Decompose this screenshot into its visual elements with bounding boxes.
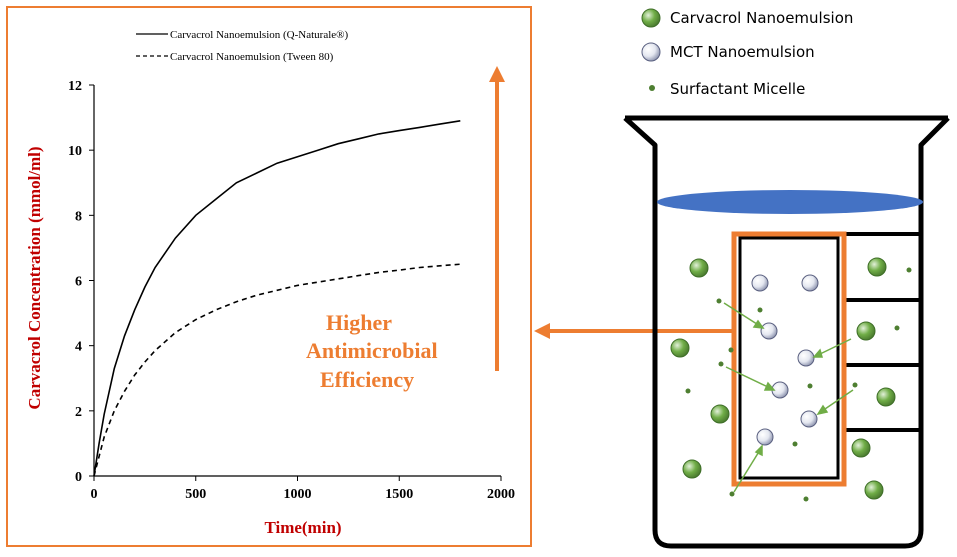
legend-carvacrol-label: Carvacrol Nanoemulsion [670,9,853,27]
x-tick-label: 1000 [284,487,312,502]
highlight-box [734,234,844,484]
y-tick-label: 12 [68,79,82,94]
x-tick-label: 500 [185,487,206,502]
surfactant-micelles [686,268,912,502]
y-tick-label: 10 [68,144,82,159]
y-tick-label: 4 [75,340,82,355]
chart-ticks: 0 500 1000 1500 2000 0 2 4 6 8 10 12 [68,79,515,502]
y-tick-label: 0 [75,470,82,485]
chart-panel: Carvacrol Nanoemulsion (Q-Naturale®) Car… [6,6,532,547]
legend-label-tween80: Carvacrol Nanoemulsion (Tween 80) [170,51,334,63]
x-tick-label: 1500 [385,487,413,502]
y-axis-label: Carvacrol Concentration (mmol/ml) [25,146,44,409]
y-tick-label: 2 [75,405,82,420]
water-surface [657,190,923,214]
x-axis-label: Time(min) [264,518,341,537]
callout-line-3: Efficiency [320,367,414,392]
line-chart: Carvacrol Nanoemulsion (Q-Naturale®) Car… [8,8,530,545]
green-sphere-icon [642,9,660,27]
beaker-svg [600,110,955,552]
legend-mct-label: MCT Nanoemulsion [670,43,815,61]
particle-legend-svg: Carvacrol Nanoemulsion MCT Nanoemulsion … [640,0,950,110]
efficiency-callout: Higher Antimicrobial Efficiency [306,66,505,392]
particle-legend: Carvacrol Nanoemulsion MCT Nanoemulsion … [640,0,950,110]
left-arrow-icon [534,323,550,339]
beaker-diagram [600,110,955,557]
chart-series [94,121,460,476]
small-green-dot-icon [649,85,655,91]
callout-line-1: Higher [326,310,392,335]
x-tick-label: 0 [91,487,98,502]
x-tick-label: 2000 [487,487,515,502]
chart-axes [94,85,501,476]
carvacrol-particles [671,258,895,499]
legend-label-qnaturale: Carvacrol Nanoemulsion (Q-Naturale®) [170,29,349,41]
legend-micelle-label: Surfactant Micelle [670,80,805,98]
up-arrow-icon [489,66,505,82]
callout-line-2: Antimicrobial [306,338,438,363]
inner-region [740,238,838,478]
interaction-arrows [724,303,853,492]
y-tick-label: 6 [75,275,82,290]
series-line-qnaturale [94,121,460,476]
y-tick-label: 8 [75,209,82,224]
white-sphere-icon [642,43,660,61]
mct-particles [752,275,818,445]
chart-legend: Carvacrol Nanoemulsion (Q-Naturale®) Car… [136,29,349,63]
